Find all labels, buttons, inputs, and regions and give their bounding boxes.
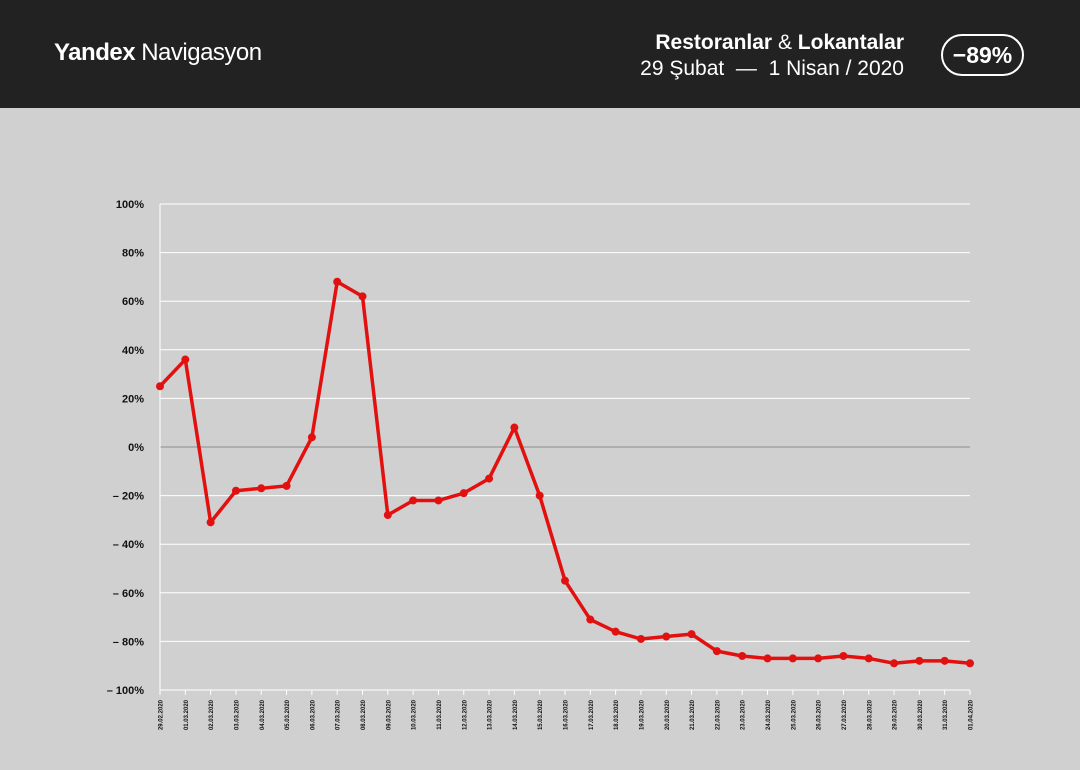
x-tick-label: 25.03.2020 (791, 699, 797, 730)
x-tick-label: 26.03.2020 (817, 699, 823, 730)
y-tick-label: – 40% (113, 539, 144, 551)
chart-heading: Restoranlar & Lokantalar 29 Şubat — 1 Ni… (640, 30, 904, 82)
data-point (409, 496, 418, 505)
x-tick-label: 14.03.2020 (513, 699, 519, 730)
x-tick-label: 13.03.2020 (488, 699, 494, 730)
x-tick-label: 29.03.2020 (893, 699, 899, 730)
data-point (282, 481, 291, 490)
data-point (788, 654, 797, 663)
x-tick-label: 18.03.2020 (614, 699, 620, 730)
y-tick-label: – 60% (113, 588, 144, 600)
data-point (586, 615, 595, 624)
x-tick-label: 31.03.2020 (943, 699, 949, 730)
x-tick-label: 20.03.2020 (665, 699, 671, 730)
x-tick-label: 30.03.2020 (918, 699, 924, 730)
series-points (156, 277, 974, 668)
data-point (535, 491, 544, 500)
data-point (687, 630, 696, 639)
x-tick-label: 29.02.2020 (159, 699, 165, 730)
data-point (510, 423, 519, 432)
x-tick-label: 03.03.2020 (234, 699, 240, 730)
x-tick-label: 24.03.2020 (766, 699, 772, 730)
title-category-2: Lokantalar (797, 31, 904, 54)
data-point (712, 647, 721, 656)
data-point (763, 654, 772, 663)
y-tick-label: – 20% (113, 491, 144, 503)
x-tick-label: 15.03.2020 (538, 699, 544, 730)
y-tick-label: 20% (122, 393, 144, 405)
series-line (158, 280, 972, 666)
data-point (915, 656, 924, 665)
x-tick-label: 01.04.2020 (969, 699, 975, 730)
data-point (864, 654, 873, 663)
x-tick-label: 12.03.2020 (462, 699, 468, 730)
line-chart: 100% 80% 60% 40% 20% 0% – 20% – 40% – 60% – 80% – … (107, 199, 975, 730)
data-point (890, 659, 899, 668)
data-point (485, 474, 494, 483)
data-point (358, 292, 367, 301)
y-tick-label: 0% (128, 442, 144, 454)
y-tick-label: 80% (122, 248, 144, 260)
data-point (459, 489, 468, 498)
x-tick-label: 23.03.2020 (741, 699, 747, 730)
series-line-path (158, 280, 972, 666)
data-point (636, 634, 645, 643)
data-point (383, 511, 392, 520)
data-point (814, 654, 823, 663)
brand-product: Navigasyon (141, 39, 262, 66)
x-tick-label: 01.03.2020 (184, 699, 190, 730)
x-tick-label: 17.03.2020 (589, 699, 595, 730)
data-point (156, 382, 164, 391)
x-tick-label: 22.03.2020 (715, 699, 721, 730)
header-bar: Yandex Navigasyon Restoranlar & Lokantal… (0, 0, 1080, 108)
y-tick-label: – 100% (107, 685, 145, 697)
brand-logo: Yandex Navigasyon (54, 38, 262, 68)
x-tick-label: 06.03.2020 (310, 699, 316, 730)
x-axis: 29.02.2020 01.03.2020 02.03.2020 03.03.2020… (159, 690, 975, 730)
x-tick-label: 10.03.2020 (412, 699, 418, 730)
x-tick-label: 21.03.2020 (690, 699, 696, 730)
x-tick-label: 09.03.2020 (386, 699, 392, 730)
y-tick-label: – 80% (113, 636, 144, 648)
data-point (231, 486, 240, 495)
x-tick-label: 28.03.2020 (867, 699, 873, 730)
y-tick-label: 60% (122, 296, 144, 308)
grid (159, 203, 970, 691)
data-point (738, 651, 747, 660)
x-tick-label: 08.03.2020 (361, 699, 367, 730)
data-point (940, 656, 949, 665)
data-point (561, 576, 569, 585)
x-tick-label: 05.03.2020 (285, 699, 291, 730)
x-tick-label: 02.03.2020 (209, 699, 215, 730)
y-axis: 100% 80% 60% 40% 20% 0% – 20% – 40% – 60% – 80% – … (107, 199, 145, 697)
title-ampersand: & (777, 31, 792, 54)
chart-title: Restoranlar & Lokantalar (640, 30, 904, 56)
data-point (206, 518, 215, 527)
x-tick-label: 11.03.2020 (437, 699, 443, 729)
y-tick-label: 100% (116, 199, 144, 211)
data-point (333, 277, 342, 286)
data-point (966, 659, 974, 668)
x-tick-label: 19.03.2020 (639, 699, 645, 730)
change-badge: −89% (941, 34, 1024, 76)
data-point (181, 355, 190, 364)
data-point (662, 632, 671, 641)
data-point (611, 627, 620, 636)
x-tick-label: 16.03.2020 (564, 699, 570, 730)
data-point (257, 484, 266, 493)
data-point (307, 433, 316, 442)
data-point (434, 496, 443, 505)
date-range: 29 Şubat — 1 Nisan / 2020 (640, 57, 904, 80)
brand-name: Yandex (54, 39, 136, 66)
title-category-1: Restoranlar (655, 31, 773, 54)
y-tick-label: 40% (122, 345, 144, 357)
x-tick-label: 07.03.2020 (336, 699, 342, 730)
data-point (839, 651, 848, 660)
x-tick-label: 27.03.2020 (842, 699, 848, 730)
x-tick-label: 04.03.2020 (260, 699, 266, 730)
